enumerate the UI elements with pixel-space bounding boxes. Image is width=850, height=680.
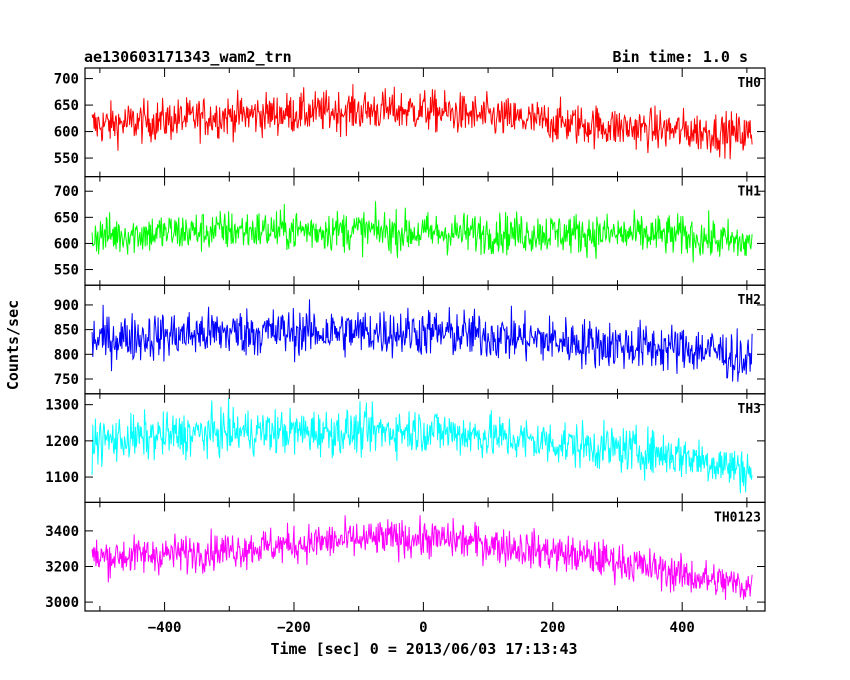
y-tick-label-th1: 700 <box>54 184 79 200</box>
series-line-th0123 <box>91 515 753 600</box>
y-tick-label-th0123: 3200 <box>45 559 79 575</box>
chart-title: ae130603171343_wam2_trn <box>84 48 292 66</box>
y-tick-label-th2: 800 <box>54 347 79 363</box>
y-tick-label-th0123: 3000 <box>45 595 79 611</box>
x-tick-label: −200 <box>277 620 311 636</box>
y-tick-label-th1: 550 <box>54 263 79 279</box>
y-axis-label: Counts/sec <box>4 300 22 390</box>
y-tick-label-th1: 650 <box>54 210 79 226</box>
series-line-th2 <box>91 299 753 382</box>
panel-label-th0: TH0 <box>738 76 762 91</box>
y-tick-label-th0: 650 <box>54 98 79 114</box>
y-tick-label-th3: 1100 <box>45 470 79 486</box>
x-tick-label: 0 <box>419 620 427 636</box>
panel-label-th1: TH1 <box>738 185 762 200</box>
series-line-th1 <box>91 201 753 263</box>
panel-label-th0123: TH0123 <box>714 510 761 525</box>
y-tick-label-th0: 700 <box>54 72 79 88</box>
panel-label-th2: TH2 <box>738 293 761 308</box>
x-axis-label: Time [sec] 0 = 2013/06/03 17:13:43 <box>270 640 577 658</box>
y-tick-label-th3: 1200 <box>45 434 79 450</box>
panel-frame-th0123 <box>84 501 766 612</box>
x-tick-label: −400 <box>148 620 182 636</box>
panel-label-th3: TH3 <box>738 402 761 417</box>
y-tick-label-th2: 850 <box>54 323 79 339</box>
series-line-th0 <box>91 84 753 160</box>
y-tick-label-th1: 600 <box>54 236 79 252</box>
y-tick-label-th0123: 3400 <box>45 524 79 540</box>
y-tick-label-th0: 600 <box>54 125 79 141</box>
panels-group: TH0 550 600 650 700 TH1 550 600 650 700 TH2 750 800 8… <box>45 67 766 636</box>
y-tick-label-th2: 900 <box>54 298 79 314</box>
x-tick-label: 200 <box>540 620 565 636</box>
x-tick-label: 400 <box>670 620 695 636</box>
y-tick-label-th2: 750 <box>54 372 79 388</box>
series-line-th3 <box>91 398 753 494</box>
y-tick-label-th3: 1300 <box>45 398 79 414</box>
bin-time-label: Bin time: 1.0 s <box>613 48 748 66</box>
y-tick-label-th0: 550 <box>54 151 79 167</box>
